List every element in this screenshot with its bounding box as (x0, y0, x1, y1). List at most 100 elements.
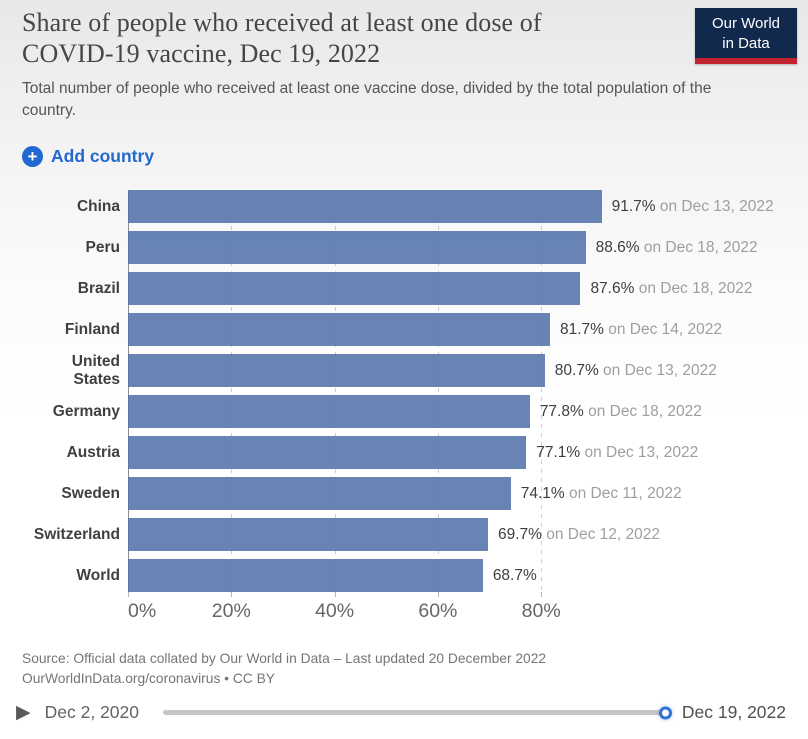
value-date: on Dec 13, 2022 (598, 361, 717, 379)
country-label: United States (71, 352, 120, 388)
tick-label-60: 60% (418, 600, 458, 623)
bar-value-label: 80.7% on Dec 13, 2022 (555, 362, 717, 380)
value-percent: 87.6% (590, 279, 635, 297)
bar-value-label: 81.7% on Dec 14, 2022 (560, 321, 722, 339)
bar-row-finland: Finland 81.7% on Dec 14, 2022 (22, 313, 786, 347)
bar-plot: 88.6% on Dec 18, 2022 (128, 231, 786, 265)
bar-austria[interactable] (128, 436, 527, 470)
timeline-track[interactable] (163, 706, 672, 720)
country-label: Austria (66, 443, 120, 461)
plot-area: China 91.7% on Dec 13, 2022 Peru 88.6% on D… (22, 190, 786, 594)
timeline-start-date[interactable]: Dec 2, 2020 (44, 702, 139, 723)
country-label: Germany (52, 402, 120, 420)
bar-row-germany: Germany 77.8% on Dec 18, 2022 (22, 395, 786, 429)
value-date: on Dec 12, 2022 (541, 525, 660, 543)
value-percent: 69.7% (497, 525, 542, 543)
title-line-2: COVID-19 vaccine, Dec 19, 2022 (22, 38, 381, 68)
owid-logo[interactable]: Our World in Data (695, 8, 797, 64)
owid-logo-line-2: in Data (722, 34, 770, 52)
value-date: on Dec 18, 2022 (639, 238, 758, 256)
bar-united-states[interactable] (128, 354, 545, 388)
bar-china[interactable] (128, 190, 602, 224)
bar-plot: 91.7% on Dec 13, 2022 (128, 190, 786, 224)
tick-mark-0 (128, 592, 129, 598)
country-label: Finland (64, 320, 120, 338)
country-label: Sweden (61, 484, 120, 502)
value-date: on Dec 13, 2022 (655, 197, 774, 215)
grid-layer (128, 190, 786, 594)
bar-value-label: 77.1% on Dec 13, 2022 (536, 444, 698, 462)
play-button[interactable]: ▶ (16, 702, 31, 724)
add-country-label: Add country (51, 146, 155, 167)
bar-value-label: 74.1% on Dec 11, 2022 (521, 485, 682, 503)
bar-row-sweden: Sweden 74.1% on Dec 11, 2022 (22, 477, 786, 511)
bar-finland[interactable] (128, 313, 550, 347)
timeline: ▶ Dec 2, 2020 Dec 19, 2022 (16, 702, 786, 723)
value-percent: 77.8% (539, 402, 584, 420)
bar-plot: 77.8% on Dec 18, 2022 (128, 395, 786, 429)
bar-chart: China 91.7% on Dec 13, 2022 Peru 88.6% on D… (22, 190, 786, 632)
bar-row-brazil: Brazil 87.6% on Dec 18, 2022 (22, 272, 786, 306)
value-date: on Dec 14, 2022 (603, 320, 722, 338)
bar-plot: 80.7% on Dec 13, 2022 (128, 354, 786, 388)
add-country-button[interactable]: + Add country (22, 146, 155, 168)
bar-value-label: 88.6% on Dec 18, 2022 (596, 239, 758, 257)
bar-germany[interactable] (128, 395, 530, 429)
bar-value-label: 69.7% on Dec 12, 2022 (498, 526, 660, 544)
tick-label-0: 0% (128, 600, 157, 623)
tick-label-20: 20% (211, 600, 251, 623)
bar-plot: 81.7% on Dec 14, 2022 (128, 313, 786, 347)
bar-value-label: 91.7% on Dec 13, 2022 (612, 198, 774, 216)
source-line-1: Source: Official data collated by Our Wo… (22, 651, 547, 667)
owid-logo-line-1: Our World (711, 15, 781, 32)
bar-switzerland[interactable] (128, 518, 488, 552)
bar-plot: 77.1% on Dec 13, 2022 (128, 436, 786, 470)
bar-peru[interactable] (128, 231, 586, 265)
bar-plot: 68.7% (128, 559, 786, 593)
tick-label-40: 40% (315, 600, 355, 623)
tick-mark-20 (231, 592, 233, 598)
bar-brazil[interactable] (128, 272, 581, 306)
bar-row-world: World 68.7% (22, 559, 786, 593)
value-percent: 74.1% (520, 484, 565, 502)
tick-mark-80 (541, 592, 543, 598)
page-title: Share of people who received at least on… (22, 8, 662, 69)
y-axis-line (128, 190, 129, 594)
bar-plot: 74.1% on Dec 11, 2022 (128, 477, 786, 511)
owid-logo-text: Our World in Data (695, 8, 797, 58)
gridline-80 (541, 190, 543, 593)
timeline-handle[interactable] (658, 706, 672, 720)
country-label: Brazil (77, 279, 120, 297)
tick-mark-60 (437, 592, 439, 598)
bars-area: China 91.7% on Dec 13, 2022 Peru 88.6% on D… (22, 190, 786, 593)
plus-icon: + (22, 146, 43, 168)
bar-world[interactable] (128, 559, 483, 593)
country-label: World (76, 566, 120, 584)
gridline-20 (231, 190, 233, 593)
value-date: on Dec 18, 2022 (583, 402, 702, 420)
x-axis: 0% 20% 40% 60% 80% (128, 592, 786, 632)
gridline-60 (437, 190, 439, 593)
tick-mark-40 (334, 592, 336, 598)
owid-logo-red-bar (695, 58, 797, 64)
bar-row-switzerland: Switzerland 69.7% on Dec 12, 2022 (22, 518, 786, 552)
country-label: Peru (85, 238, 120, 256)
bar-row-china: China 91.7% on Dec 13, 2022 (22, 190, 786, 224)
source-line-2: OurWorldInData.org/coronavirus • CC BY (22, 671, 276, 687)
bar-value-label: 68.7% (493, 567, 537, 585)
bar-row-peru: Peru 88.6% on Dec 18, 2022 (22, 231, 786, 265)
bar-row-united-states: United States 80.7% on Dec 13, 2022 (22, 352, 786, 388)
value-date: on Dec 11, 2022 (564, 484, 682, 502)
tick-label-80: 80% (521, 600, 561, 623)
bar-sweden[interactable] (128, 477, 511, 511)
bar-plot: 69.7% on Dec 12, 2022 (128, 518, 786, 552)
value-percent: 88.6% (595, 238, 640, 256)
source-note: Source: Official data collated by Our Wo… (22, 649, 786, 689)
country-label: China (76, 197, 120, 215)
bar-value-label: 87.6% on Dec 18, 2022 (590, 280, 752, 298)
country-label: Switzerland (33, 525, 120, 543)
value-percent: 68.7% (492, 566, 537, 584)
bar-value-label: 77.8% on Dec 18, 2022 (540, 403, 702, 421)
timeline-end-date[interactable]: Dec 19, 2022 (681, 702, 786, 723)
